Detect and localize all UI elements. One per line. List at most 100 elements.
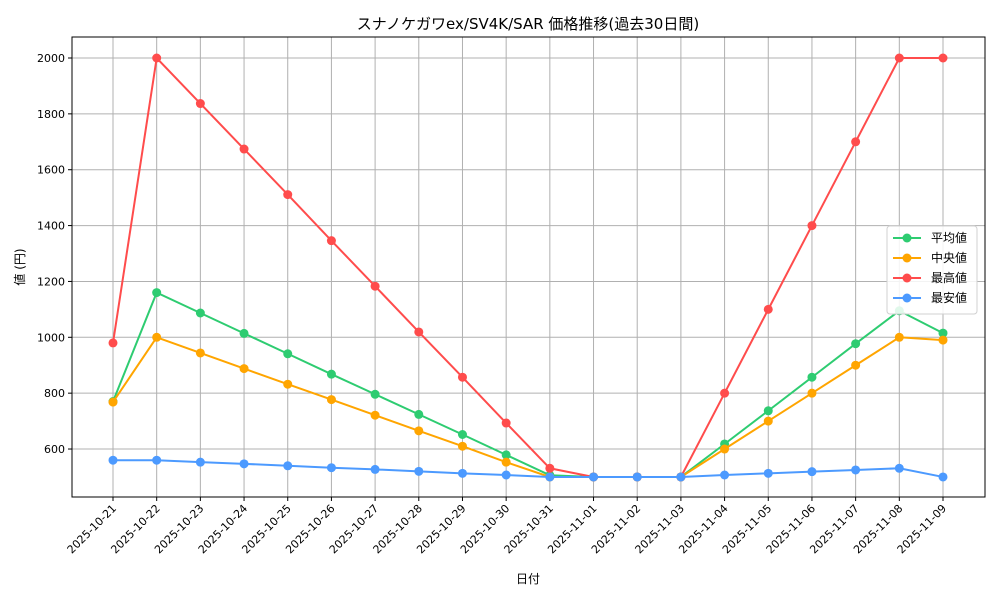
- y-tick-label: 1000: [37, 331, 65, 344]
- y-tick-label: 2000: [37, 52, 65, 65]
- data-point: [152, 288, 162, 298]
- data-point: [501, 450, 511, 460]
- data-point: [720, 444, 730, 454]
- data-point: [239, 459, 249, 469]
- data-point: [763, 468, 773, 478]
- plot-frame: [71, 36, 986, 498]
- series-平均値: [108, 288, 948, 482]
- legend-item: 最高値: [893, 270, 967, 285]
- data-point: [807, 372, 817, 382]
- data-point: [457, 468, 467, 478]
- y-tick-label: 1800: [37, 108, 65, 121]
- data-point: [457, 441, 467, 451]
- x-axis: 2025-10-212025-10-222025-10-232025-10-24…: [65, 497, 949, 556]
- legend-box: [886, 225, 978, 315]
- data-point: [370, 281, 380, 291]
- legend-item: 平均値: [893, 230, 967, 245]
- legend-marker-icon: [902, 293, 912, 303]
- data-point: [239, 144, 249, 154]
- series-最安値: [108, 455, 948, 482]
- data-point: [851, 360, 861, 370]
- data-point: [894, 332, 904, 342]
- data-point: [283, 379, 293, 389]
- legend-item: 中央値: [893, 250, 967, 265]
- data-point: [152, 332, 162, 342]
- data-point: [851, 465, 861, 475]
- legend-marker-icon: [902, 233, 912, 243]
- y-axis: 600 800 1000 1200 1400 1600 1800 2000: [37, 52, 72, 456]
- series-line: [113, 459, 944, 478]
- data-point: [938, 335, 948, 345]
- y-tick-label: 1400: [37, 220, 65, 233]
- data-point: [283, 461, 293, 471]
- data-point: [152, 53, 162, 63]
- y-tick-label: 1600: [37, 164, 65, 177]
- data-point: [457, 429, 467, 439]
- data-point: [414, 327, 424, 337]
- data-point: [414, 466, 424, 476]
- x-axis-label: 日付: [516, 572, 540, 586]
- series-中央値: [108, 332, 948, 482]
- data-point: [195, 457, 205, 467]
- legend-label: 平均値: [931, 230, 967, 245]
- data-point: [851, 137, 861, 147]
- data-point: [545, 472, 555, 482]
- data-point: [195, 348, 205, 358]
- data-point: [894, 53, 904, 63]
- legend-marker-icon: [902, 273, 912, 283]
- data-point: [239, 364, 249, 374]
- y-tick-label: 1200: [37, 275, 65, 288]
- y-axis-label: 値 (円): [12, 248, 27, 285]
- data-point: [414, 409, 424, 419]
- data-point: [457, 372, 467, 382]
- data-point: [108, 397, 118, 407]
- series-line: [112, 291, 944, 478]
- data-point: [326, 463, 336, 473]
- data-point: [239, 328, 249, 338]
- series-lines: [108, 53, 948, 482]
- data-point: [720, 388, 730, 398]
- data-point: [894, 463, 904, 473]
- data-point: [589, 472, 599, 482]
- data-point: [763, 304, 773, 314]
- data-point: [152, 455, 162, 465]
- y-tick-label: 800: [44, 387, 65, 400]
- data-point: [108, 338, 118, 348]
- data-point: [370, 410, 380, 420]
- chart-title: スナノケガワex/SV4K/SAR 価格推移(過去30日間): [357, 15, 699, 33]
- data-point: [676, 472, 686, 482]
- data-point: [283, 349, 293, 359]
- data-point: [807, 467, 817, 477]
- data-point: [851, 339, 861, 349]
- series-最高値: [108, 53, 948, 482]
- data-point: [370, 464, 380, 474]
- data-point: [501, 418, 511, 428]
- data-point: [195, 99, 205, 109]
- data-point: [807, 221, 817, 231]
- legend-label: 最高値: [931, 270, 967, 285]
- y-tick-label: 600: [44, 443, 65, 456]
- data-point: [326, 395, 336, 405]
- data-point: [370, 389, 380, 399]
- data-point: [807, 388, 817, 398]
- data-point: [501, 470, 511, 480]
- data-point: [720, 470, 730, 480]
- data-point: [501, 457, 511, 467]
- data-point: [938, 472, 948, 482]
- data-point: [414, 426, 424, 436]
- legend-label: 中央値: [931, 250, 967, 265]
- data-point: [326, 369, 336, 379]
- data-point: [195, 308, 205, 318]
- legend-label: 最安値: [931, 290, 967, 305]
- data-point: [108, 455, 118, 465]
- data-point: [632, 472, 642, 482]
- grid: [72, 37, 985, 497]
- data-point: [763, 416, 773, 426]
- legend-item: 最安値: [893, 290, 967, 305]
- data-point: [938, 328, 948, 338]
- data-point: [938, 53, 948, 63]
- series-line: [112, 336, 944, 478]
- data-point: [283, 190, 293, 200]
